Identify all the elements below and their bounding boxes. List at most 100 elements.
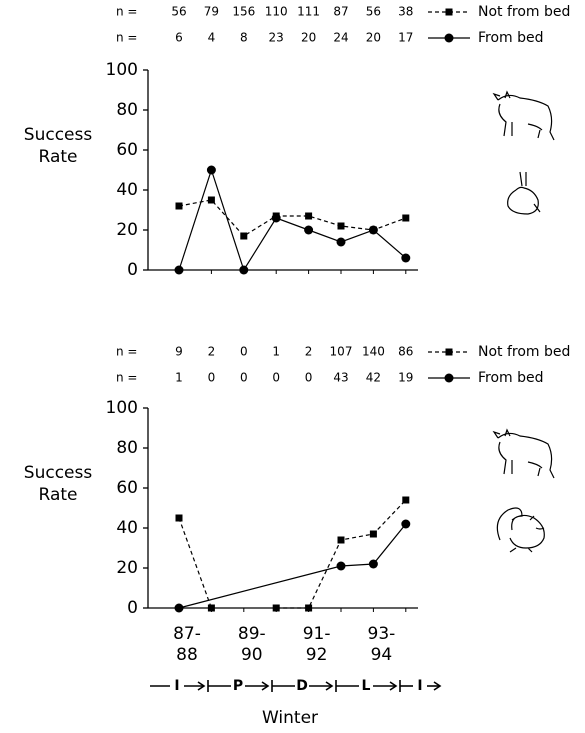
- n-value: 24: [333, 31, 348, 45]
- phase-label: D: [296, 678, 308, 694]
- phase-arrow: [325, 681, 334, 691]
- n-label: n =: [116, 345, 137, 359]
- n-value: 38: [398, 5, 413, 19]
- n-label: n =: [116, 371, 137, 385]
- legend-label: Not from bed: [478, 4, 570, 20]
- point: [175, 514, 183, 522]
- x-tick-label: 89- 90: [237, 624, 266, 665]
- point: [368, 225, 378, 235]
- n-value: 110: [265, 5, 288, 19]
- n-value: 8: [240, 31, 248, 45]
- legend-marker: [444, 373, 454, 383]
- n-value: 140: [362, 345, 385, 359]
- n-value: 111: [297, 5, 320, 19]
- point: [337, 222, 345, 230]
- point: [174, 265, 184, 275]
- n-value: 43: [333, 371, 348, 385]
- point: [207, 604, 215, 612]
- n-value: 0: [240, 371, 248, 385]
- x-tick-label: 87- 88: [173, 624, 201, 665]
- point: [401, 253, 411, 263]
- y-tick-label: 100: [106, 60, 138, 80]
- n-value: 56: [366, 5, 381, 19]
- point: [206, 165, 216, 175]
- phase-arrow: [389, 681, 398, 691]
- series-line: [178, 199, 407, 237]
- n-value: 23: [269, 31, 284, 45]
- n-value: 19: [398, 371, 413, 385]
- y-tick-label: 40: [116, 518, 138, 538]
- y-tick-label: 100: [106, 398, 138, 418]
- lynx-icon: [492, 90, 555, 479]
- point: [369, 530, 377, 538]
- n-value: 4: [208, 31, 216, 45]
- n-value: 86: [398, 345, 413, 359]
- n-value: 17: [398, 31, 413, 45]
- legend-marker: [445, 348, 453, 356]
- n-value: 0: [208, 371, 216, 385]
- hare-icon: [507, 171, 541, 215]
- series-line: [178, 517, 212, 609]
- n-value: 1: [175, 371, 183, 385]
- phase-arrow: [197, 681, 206, 691]
- squirrel-icon: [496, 507, 545, 553]
- legend-marker: [444, 33, 454, 43]
- point: [239, 265, 249, 275]
- point: [207, 196, 215, 204]
- n-value: 6: [175, 31, 183, 45]
- n-value: 107: [330, 345, 353, 359]
- n-label: n =: [116, 31, 137, 45]
- x-axis-label: Winter: [261, 708, 319, 728]
- legend-marker: [445, 8, 453, 16]
- legend-label: From bed: [478, 370, 544, 386]
- n-value: 9: [175, 345, 183, 359]
- n-label: n =: [116, 5, 137, 19]
- x-tick-label: 91- 92: [302, 624, 331, 665]
- point: [336, 561, 346, 571]
- point: [402, 496, 410, 504]
- phase-label: L: [362, 678, 371, 694]
- legend-label: From bed: [478, 30, 544, 46]
- point: [271, 213, 281, 223]
- point: [402, 214, 410, 222]
- point: [174, 603, 184, 613]
- n-value: 1: [272, 345, 280, 359]
- y-tick-label: 0: [127, 260, 138, 280]
- y-tick-label: 60: [116, 478, 138, 498]
- series-line: [276, 499, 407, 609]
- n-value: 2: [208, 345, 216, 359]
- y-tick-label: 40: [116, 180, 138, 200]
- point: [240, 232, 248, 240]
- n-value: 0: [272, 371, 280, 385]
- point: [175, 202, 183, 210]
- phase-label: I: [417, 678, 422, 694]
- point: [305, 212, 313, 220]
- point: [368, 559, 378, 569]
- n-value: 87: [333, 5, 348, 19]
- series-line: [178, 168, 407, 272]
- n-value: 156: [232, 5, 255, 19]
- phase-arrow: [261, 681, 270, 691]
- point: [272, 604, 280, 612]
- point: [401, 519, 411, 529]
- phase-label: P: [233, 678, 243, 694]
- n-value: 20: [366, 31, 381, 45]
- n-value: 79: [204, 5, 219, 19]
- y-axis-label: Success Rate: [23, 125, 93, 167]
- point: [304, 225, 314, 235]
- y-tick-label: 80: [116, 438, 138, 458]
- y-tick-label: 0: [127, 598, 138, 618]
- n-value: 20: [301, 31, 316, 45]
- n-value: 0: [240, 345, 248, 359]
- phase-arrow: [433, 681, 442, 691]
- n-value: 42: [366, 371, 381, 385]
- legend-label: Not from bed: [478, 344, 570, 360]
- n-value: 2: [305, 345, 313, 359]
- y-tick-label: 60: [116, 140, 138, 160]
- n-value: 0: [305, 371, 313, 385]
- y-axis-label: Success Rate: [23, 463, 93, 505]
- y-tick-label: 20: [116, 558, 138, 578]
- point: [337, 536, 345, 544]
- x-tick-label: 93- 94: [367, 624, 396, 665]
